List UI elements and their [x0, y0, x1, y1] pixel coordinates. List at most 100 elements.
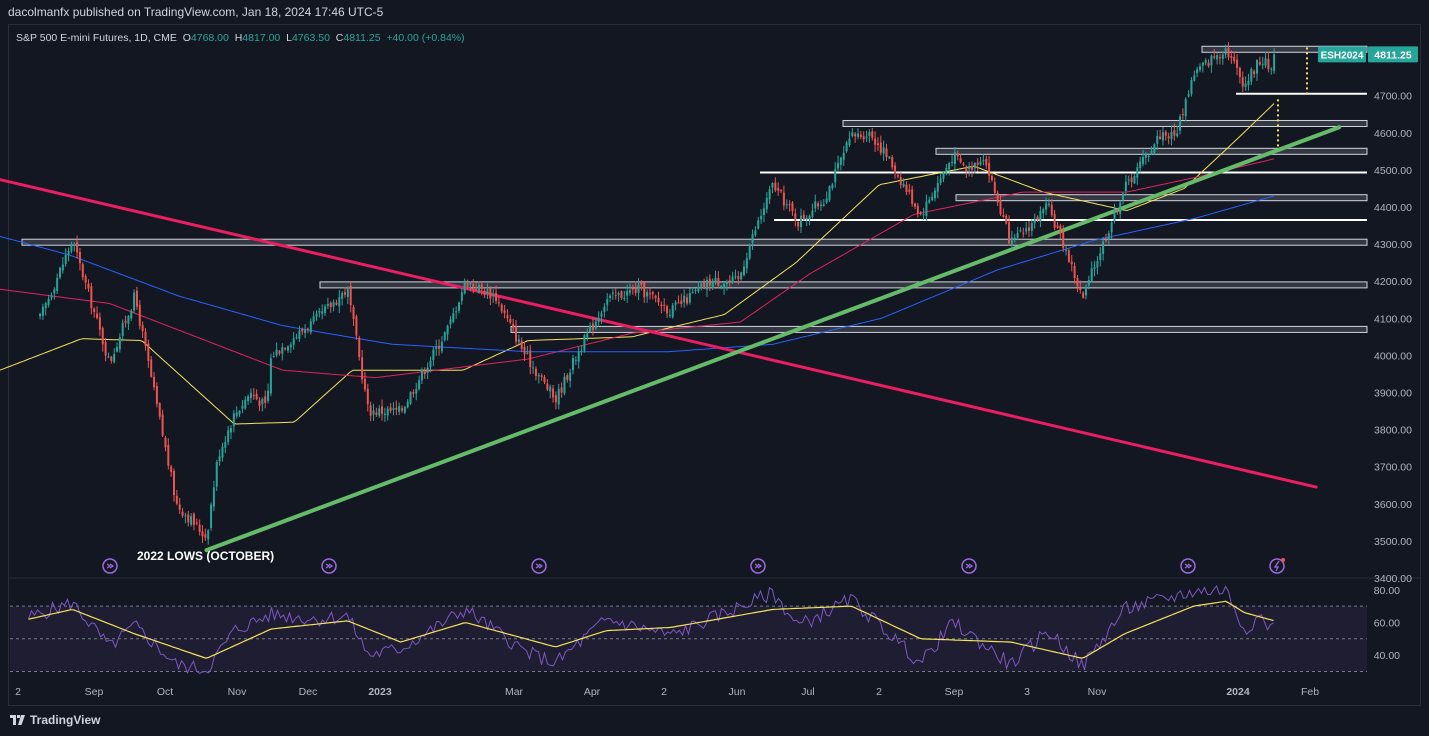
candle: [1028, 220, 1031, 237]
candle-body: [916, 205, 919, 214]
candle-body: [945, 167, 948, 174]
candle: [486, 283, 489, 299]
candle-body: [463, 280, 466, 294]
candle: [269, 353, 272, 397]
candle: [113, 348, 116, 364]
candle: [509, 314, 512, 325]
event-circle[interactable]: [102, 558, 118, 574]
event-arrow[interactable]: [325, 563, 334, 569]
candle-body: [432, 349, 435, 360]
candle: [107, 352, 110, 359]
candle: [403, 405, 406, 415]
candle-body: [383, 413, 386, 415]
candle-body: [84, 276, 87, 283]
candle: [583, 333, 586, 353]
time-axis-label: Apr: [584, 686, 601, 698]
candle: [879, 135, 882, 156]
event-marker-icon[interactable]: [102, 558, 118, 574]
event-marker-icon[interactable]: [1180, 558, 1196, 574]
candle-body: [1221, 54, 1224, 60]
candle-body: [1059, 225, 1062, 233]
candle-body: [133, 292, 136, 311]
moving-average-line: [0, 103, 1275, 425]
candle: [919, 211, 922, 216]
candle: [896, 172, 899, 179]
candle: [512, 318, 515, 332]
candle: [261, 397, 264, 412]
candle: [643, 281, 646, 303]
candle: [1204, 58, 1207, 66]
candle-body: [971, 165, 974, 170]
candle: [449, 315, 452, 329]
rsi-axis-label: 80.00: [1374, 585, 1400, 597]
candle: [309, 318, 312, 335]
event-marker-icon[interactable]: [961, 558, 977, 574]
candle-body: [686, 297, 689, 304]
high-label: H: [234, 32, 243, 44]
event-arrow[interactable]: [965, 563, 974, 569]
candle-body: [922, 214, 925, 216]
candle: [289, 342, 292, 353]
candle: [412, 389, 415, 398]
candle: [703, 278, 706, 290]
event-arrow[interactable]: [1184, 563, 1193, 569]
event-arrow[interactable]: [535, 563, 544, 569]
lightning-bolt[interactable]: [1273, 560, 1280, 572]
candle-body: [594, 321, 597, 329]
candle-body: [269, 358, 272, 394]
candle: [768, 185, 771, 205]
candle: [67, 247, 70, 262]
candle: [210, 502, 213, 531]
candle: [443, 331, 446, 342]
candle: [688, 288, 691, 305]
candle-body: [828, 186, 831, 201]
lows-annotation: 2022 LOWS (OCTOBER): [137, 549, 274, 563]
candle-body: [287, 346, 290, 351]
candle: [39, 312, 42, 320]
candle: [1033, 213, 1036, 229]
event-arrow[interactable]: [754, 563, 763, 569]
event-circle[interactable]: [1180, 558, 1196, 574]
candle-body: [529, 350, 532, 368]
candle: [760, 208, 763, 224]
candle: [335, 299, 338, 306]
lightning-circle[interactable]: [1269, 558, 1285, 574]
event-circle[interactable]: [750, 558, 766, 574]
footer-brand[interactable]: TradingView: [10, 713, 100, 727]
candle: [654, 294, 657, 303]
event-circle[interactable]: [321, 558, 337, 574]
candle: [432, 346, 435, 367]
alert-dot: [1281, 558, 1285, 562]
candle-body: [546, 383, 549, 390]
event-markers[interactable]: [102, 558, 1285, 574]
candle-body: [423, 371, 426, 375]
candle-body: [611, 292, 614, 294]
candle: [1159, 129, 1162, 140]
event-marker-icon[interactable]: [531, 558, 547, 574]
event-circle[interactable]: [531, 558, 547, 574]
candle-body: [39, 313, 42, 317]
candle-body: [53, 289, 56, 294]
candle: [828, 185, 831, 203]
event-marker-icon[interactable]: [321, 558, 337, 574]
candle: [1085, 283, 1088, 300]
candle: [76, 235, 79, 259]
candle-body: [67, 250, 70, 256]
candle-body: [905, 184, 908, 192]
candle: [859, 131, 862, 140]
earnings-lightning-icon[interactable]: [1269, 558, 1285, 574]
candle-body: [1164, 131, 1167, 136]
candle-body: [281, 347, 284, 354]
candle-body: [1110, 222, 1113, 233]
event-arrow[interactable]: [106, 563, 115, 569]
change-value: +40.00 (+0.84%): [386, 32, 465, 44]
candle-body: [708, 278, 711, 286]
candle-body: [275, 349, 278, 356]
candle-body: [443, 332, 446, 340]
candle: [495, 285, 498, 304]
candle: [87, 279, 90, 292]
event-circle[interactable]: [961, 558, 977, 574]
candle: [993, 177, 996, 196]
event-marker-icon[interactable]: [750, 558, 766, 574]
